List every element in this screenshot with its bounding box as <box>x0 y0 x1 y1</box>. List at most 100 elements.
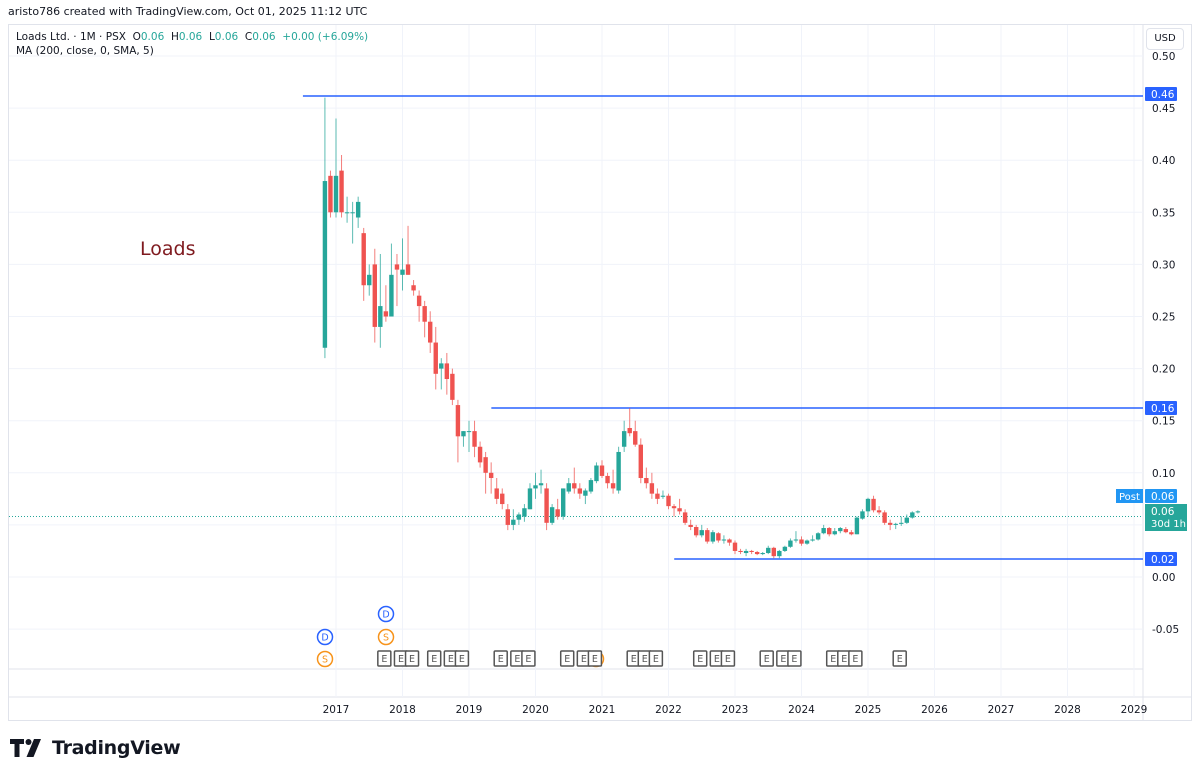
split-icon[interactable]: S <box>377 628 395 646</box>
candle[interactable] <box>599 460 605 479</box>
candle[interactable] <box>527 483 533 510</box>
candle[interactable] <box>627 408 632 437</box>
earnings-icon[interactable]: E <box>559 650 575 667</box>
earnings-icon[interactable]: E <box>521 650 536 667</box>
candle[interactable] <box>472 420 477 458</box>
candle[interactable] <box>594 462 599 484</box>
candle[interactable] <box>777 549 782 559</box>
candle[interactable] <box>705 528 710 544</box>
earnings-icon[interactable]: E <box>720 650 736 667</box>
earnings-icon[interactable]: E <box>892 650 907 667</box>
candle[interactable] <box>461 431 466 447</box>
candle[interactable] <box>500 488 505 510</box>
earnings-icon[interactable]: E <box>426 650 442 667</box>
candle[interactable] <box>682 509 688 525</box>
candle[interactable] <box>671 504 677 517</box>
candle[interactable] <box>439 358 444 390</box>
candle[interactable] <box>749 549 754 555</box>
candle[interactable] <box>754 550 760 556</box>
candle[interactable] <box>638 438 643 484</box>
candle[interactable] <box>400 238 405 291</box>
currency-button[interactable]: USD <box>1146 28 1184 50</box>
earnings-icon[interactable]: E <box>587 650 603 667</box>
candle[interactable] <box>544 483 549 531</box>
candle[interactable] <box>838 526 843 534</box>
candle[interactable] <box>561 488 566 520</box>
candle[interactable] <box>871 495 876 513</box>
candle[interactable] <box>644 467 649 489</box>
candle[interactable] <box>904 514 909 524</box>
candle[interactable] <box>522 504 527 522</box>
candle[interactable] <box>887 519 893 531</box>
chart-annotation-text[interactable]: Loads <box>140 238 196 260</box>
candle[interactable] <box>383 285 389 322</box>
candle[interactable] <box>422 300 427 338</box>
candle[interactable] <box>455 399 461 463</box>
candle[interactable] <box>649 472 655 499</box>
candles[interactable] <box>322 97 921 559</box>
candle[interactable] <box>511 509 516 531</box>
candle[interactable] <box>738 548 743 555</box>
candle[interactable] <box>899 516 904 526</box>
candle[interactable] <box>610 469 616 494</box>
candle[interactable] <box>860 509 865 520</box>
candle[interactable] <box>694 524 699 538</box>
earnings-icon[interactable]: E <box>377 650 392 667</box>
dividend-icon[interactable]: D <box>316 628 334 646</box>
candle[interactable] <box>710 530 716 544</box>
candle[interactable] <box>433 326 438 390</box>
candle[interactable] <box>577 483 583 499</box>
candle[interactable] <box>572 467 577 494</box>
candle[interactable] <box>588 478 594 494</box>
candle[interactable] <box>477 441 483 468</box>
candle[interactable] <box>350 201 355 244</box>
candle[interactable] <box>655 488 660 505</box>
candle[interactable] <box>876 506 882 515</box>
candle[interactable] <box>666 493 671 510</box>
candle[interactable] <box>411 280 416 296</box>
candle[interactable] <box>549 504 555 525</box>
candle[interactable] <box>699 524 704 538</box>
events-row[interactable]: DSDSSEEEEEEEEEEEEEEEEEEEEEEEEE <box>316 605 907 668</box>
candle[interactable] <box>771 546 776 559</box>
candle[interactable] <box>516 512 522 525</box>
candle[interactable] <box>428 311 433 353</box>
candle[interactable] <box>716 532 721 543</box>
candle[interactable] <box>416 290 422 322</box>
candle[interactable] <box>854 516 860 535</box>
candle[interactable] <box>910 511 915 519</box>
candle[interactable] <box>483 451 488 494</box>
candle[interactable] <box>782 545 788 552</box>
candle[interactable] <box>760 551 765 556</box>
candle[interactable] <box>766 545 771 555</box>
earnings-icon[interactable]: E <box>404 650 420 667</box>
candle[interactable] <box>466 420 472 452</box>
candle[interactable] <box>566 478 571 494</box>
candle[interactable] <box>727 538 732 546</box>
candle[interactable] <box>450 368 455 406</box>
candle[interactable] <box>372 248 377 343</box>
candle[interactable] <box>810 535 815 542</box>
candle[interactable] <box>389 243 394 317</box>
candle[interactable] <box>849 530 854 536</box>
candle[interactable] <box>405 225 411 275</box>
candle[interactable] <box>605 472 610 489</box>
time-axis[interactable]: 2017 2018 2019 2020 2021 2022 2023 2024 2025 2026… <box>323 25 1148 716</box>
split-icon[interactable]: S <box>316 650 334 668</box>
candle[interactable] <box>555 498 560 520</box>
earnings-icon[interactable]: E <box>848 650 863 667</box>
candle[interactable] <box>394 253 400 307</box>
candle[interactable] <box>444 352 450 395</box>
earnings-icon[interactable]: E <box>692 650 708 667</box>
candle[interactable] <box>743 548 749 557</box>
candle[interactable] <box>378 253 383 348</box>
candle[interactable] <box>333 118 339 218</box>
candle[interactable] <box>832 528 837 536</box>
candle[interactable] <box>721 535 727 544</box>
candle[interactable] <box>915 510 921 514</box>
candle[interactable] <box>882 510 887 525</box>
dividend-icon[interactable]: D <box>377 605 395 623</box>
candle[interactable] <box>494 478 499 505</box>
candle[interactable] <box>804 539 810 545</box>
